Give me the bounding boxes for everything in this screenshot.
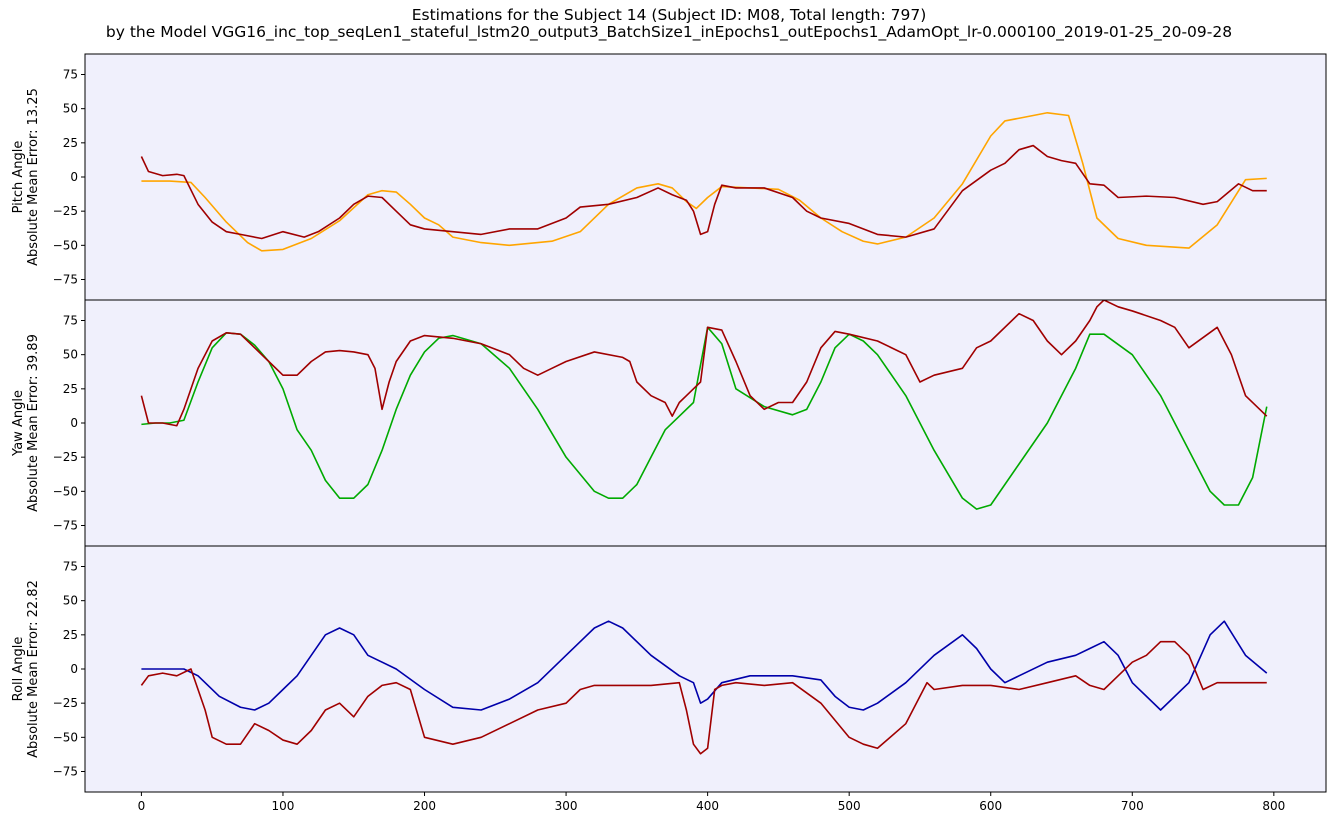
roll-ytick-label: 0: [70, 662, 78, 676]
yaw-ytick-label: −50: [53, 484, 78, 498]
pitch-plot-area: [85, 54, 1326, 300]
roll-xtick-label: 400: [696, 799, 719, 813]
yaw-ytick-label: 0: [70, 416, 78, 430]
pitch-ylabel-line2: Absolute Mean Error: 13.25: [26, 88, 41, 266]
roll-plot-area: [85, 546, 1326, 792]
roll-ytick-label: 25: [63, 628, 78, 642]
yaw-estimate-line: [140, 300, 1268, 427]
yaw-ytick-label: 25: [63, 382, 78, 396]
roll-xtick-label: 800: [1262, 799, 1285, 813]
yaw-truth-line: [141, 326, 1268, 510]
pitch-ytick-label: 75: [63, 68, 78, 82]
roll-ytick-label: −25: [53, 696, 78, 710]
roll-xtick-label: 600: [979, 799, 1002, 813]
roll-truth-line: [141, 620, 1268, 711]
yaw-ylabel-line1: Yaw Angle: [11, 390, 26, 457]
roll-xtick-label: 100: [272, 799, 295, 813]
pitch-panel: −75 −50 −25 0 25 50 75 Pitch Angle Absolute Mean…: [11, 53, 1327, 301]
pitch-ylabel-line1: Pitch Angle: [11, 141, 26, 214]
roll-ylabel-line2: Absolute Mean Error: 22.82: [26, 580, 41, 758]
pitch-truth-line: [141, 111, 1267, 252]
pitch-estimate-line: [140, 144, 1267, 240]
roll-xtick-label: 200: [413, 799, 436, 813]
yaw-ytick-label: −25: [53, 450, 78, 464]
roll-estimate-line: [140, 640, 1267, 755]
yaw-ytick-label: 50: [63, 348, 78, 362]
roll-panel: −75 −50 −25 0 25 50 75 0 100 200 300 400 500 600 700 80…: [11, 545, 1327, 813]
roll-ylabel-line1: Roll Angle: [11, 637, 26, 702]
yaw-ylabel-line2: Absolute Mean Error: 39.89: [26, 334, 41, 512]
yaw-ytick-label: −75: [53, 519, 78, 533]
roll-xtick-label: 700: [1121, 799, 1144, 813]
chart-title-line1: Estimations for the Subject 14 (Subject …: [411, 6, 927, 24]
pitch-ytick-label: 0: [70, 170, 78, 184]
pitch-ytick-label: −25: [53, 204, 78, 218]
pitch-ytick-label: 25: [63, 136, 78, 150]
roll-ytick-label: −75: [53, 765, 78, 779]
pitch-ytick-label: 50: [63, 102, 78, 116]
roll-xtick-label: 0: [138, 799, 146, 813]
roll-ytick-label: −50: [53, 730, 78, 744]
pitch-ytick-label: −75: [53, 273, 78, 287]
roll-ytick-label: 75: [63, 560, 78, 574]
yaw-panel: −75 −50 −25 0 25 50 75 Yaw Angle Absolute Mean E…: [11, 299, 1327, 547]
pitch-ytick-label: −50: [53, 238, 78, 252]
roll-xtick-label: 300: [555, 799, 578, 813]
chart-title-line2: by the Model VGG16_inc_top_seqLen1_state…: [105, 23, 1233, 41]
roll-xtick-label: 500: [838, 799, 861, 813]
roll-ytick-label: 50: [63, 594, 78, 608]
yaw-ytick-label: 75: [63, 314, 78, 328]
